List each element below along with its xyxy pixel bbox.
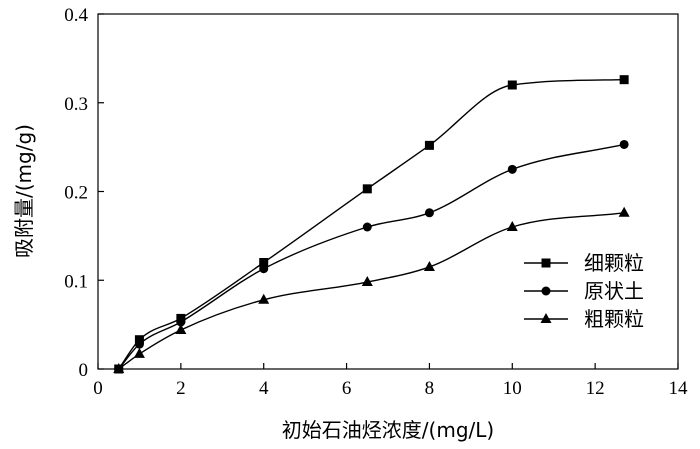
data-point-coarse bbox=[258, 293, 270, 304]
data-point-coarse bbox=[618, 206, 630, 217]
legend-label: 原状土 bbox=[584, 279, 644, 303]
y-tick-label: 0.1 bbox=[64, 271, 88, 292]
legend-label: 细颗粒 bbox=[584, 251, 644, 275]
y-axis: 0 0.1 0.2 0.3 0.4 bbox=[64, 5, 104, 381]
data-point-original bbox=[134, 339, 144, 349]
x-tick-label: 2 bbox=[176, 378, 186, 399]
data-point-fine bbox=[259, 258, 269, 267]
data-point-original bbox=[362, 222, 372, 232]
legend-item-coarse: 粗颗粒 bbox=[524, 307, 644, 331]
data-point-original bbox=[507, 164, 517, 174]
data-point-original bbox=[176, 317, 186, 327]
y-tick-label: 0 bbox=[79, 360, 89, 381]
legend-marker-coarse bbox=[540, 313, 552, 323]
y-tick-label: 0.2 bbox=[64, 183, 88, 204]
series-line-fine bbox=[118, 78, 625, 370]
y-axis-title: 吸附量/(mg/g) bbox=[12, 124, 36, 258]
data-point-coarse bbox=[133, 347, 145, 358]
x-tick-label: 6 bbox=[342, 378, 352, 399]
data-point-coarse bbox=[113, 363, 125, 373]
data-point-fine bbox=[424, 140, 434, 150]
data-point-original bbox=[619, 139, 629, 149]
legend-marker-fine bbox=[541, 258, 551, 268]
legend-marker-original bbox=[541, 286, 551, 296]
series-layer bbox=[113, 75, 630, 374]
legend-item-original: 原状土 bbox=[524, 279, 644, 303]
x-tick-label: 14 bbox=[669, 378, 689, 399]
data-point-fine bbox=[507, 80, 517, 90]
data-point-original bbox=[259, 264, 269, 274]
x-tick-label: 8 bbox=[425, 378, 435, 399]
data-point-original bbox=[424, 208, 434, 218]
data-point-coarse bbox=[506, 221, 518, 231]
x-tick-label: 12 bbox=[586, 378, 605, 399]
series-original bbox=[114, 139, 629, 374]
data-point-fine bbox=[619, 75, 629, 85]
data-point-coarse bbox=[423, 260, 435, 271]
data-point-coarse bbox=[175, 323, 187, 334]
x-tick-label: 0 bbox=[93, 378, 103, 399]
series-fine bbox=[114, 75, 629, 374]
legend-item-fine: 细颗粒 bbox=[524, 251, 644, 275]
x-tick-label: 10 bbox=[503, 378, 522, 399]
series-line-original bbox=[118, 143, 625, 370]
x-axis: 0 2 4 6 8 10 12 14 bbox=[93, 363, 688, 399]
x-tick-label: 4 bbox=[259, 378, 269, 399]
data-point-coarse bbox=[361, 276, 373, 287]
y-tick-label: 0.4 bbox=[64, 5, 88, 26]
series-coarse bbox=[113, 206, 630, 373]
legend-label: 粗颗粒 bbox=[584, 307, 644, 331]
x-axis-title: 初始石油烃浓度/(mg/L) bbox=[282, 418, 494, 442]
data-point-fine bbox=[362, 184, 372, 194]
y-tick-label: 0.3 bbox=[64, 94, 88, 115]
